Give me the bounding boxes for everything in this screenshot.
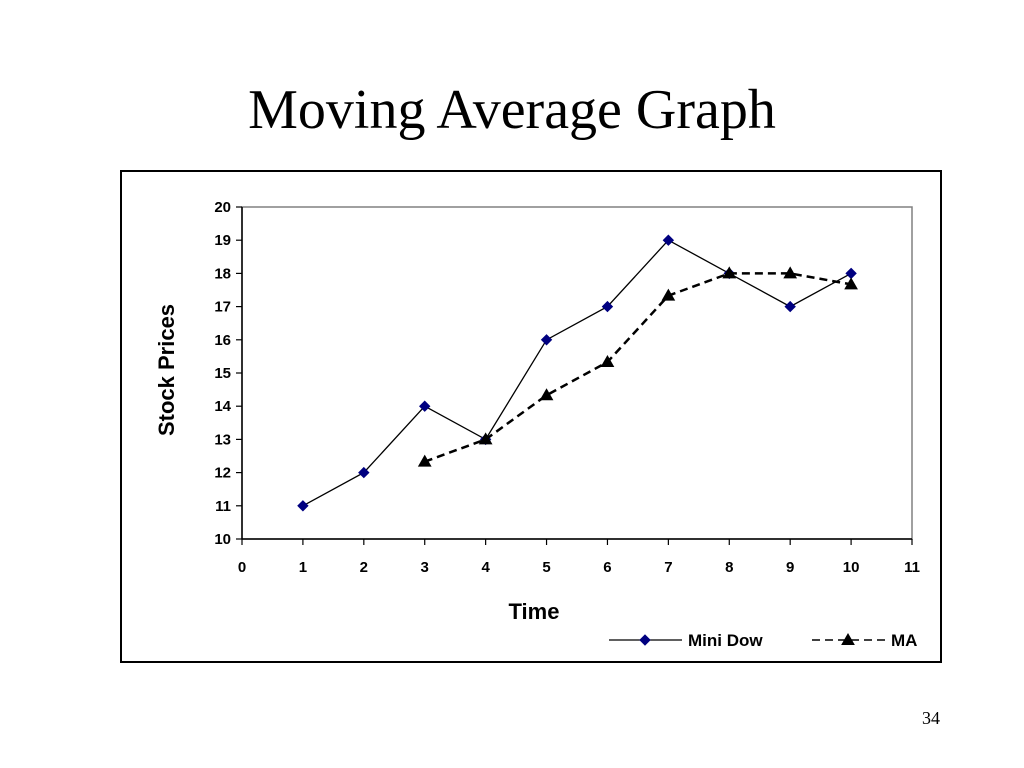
x-tick-label: 6 [603, 559, 611, 576]
data-point-mini-dow [540, 334, 553, 346]
x-tick-label: 2 [360, 559, 368, 576]
chart-frame: 10 11 12 13 14 15 16 17 18 19 20 0 1 2 3 4 5 6 7 8 9 10 11 Sto… [120, 170, 942, 663]
data-point-ma [539, 388, 554, 401]
data-point-mini-dow [784, 300, 796, 313]
data-point-mini-dow [662, 234, 675, 246]
data-point-mini-dow [419, 400, 431, 412]
data-point-ma [661, 288, 676, 301]
slide-title: Moving Average Graph [248, 79, 776, 141]
y-tick-label: 14 [214, 398, 231, 415]
y-tick-label: 13 [214, 431, 231, 448]
data-point-ma [844, 277, 858, 290]
data-point-ma [722, 266, 737, 279]
page-number: 34 [922, 708, 940, 728]
data-point-mini-dow [297, 500, 309, 512]
data-point-mini-dow [358, 466, 370, 479]
y-tick-label: 18 [214, 265, 231, 282]
legend: Mini Dow MA [609, 631, 917, 650]
data-point-ma [600, 355, 615, 368]
x-tick-label: 4 [481, 559, 490, 576]
x-tick-label: 5 [542, 559, 550, 576]
y-tick-label: 11 [215, 498, 231, 515]
legend-label-mini-dow: Mini Dow [688, 631, 763, 650]
series-line-ma [424, 272, 852, 463]
y-tick-label: 16 [214, 332, 231, 349]
series-line-mini-dow [302, 239, 852, 507]
x-tick-label: 7 [664, 559, 672, 576]
legend-marker-mini-dow [639, 634, 651, 646]
y-axis-title: Stock Prices [154, 304, 179, 436]
plot-area [241, 206, 913, 540]
y-tick-label: 10 [214, 531, 231, 548]
x-tick-label: 1 [299, 559, 307, 576]
legend-marker-ma [841, 632, 855, 645]
data-point-ma [478, 432, 493, 445]
y-tick-label: 12 [214, 465, 231, 482]
x-tick-label: 8 [725, 559, 733, 576]
data-point-mini-dow [601, 300, 614, 313]
x-tick-label: 0 [238, 559, 246, 576]
y-tick-label: 17 [214, 299, 231, 316]
y-tick-label: 19 [214, 232, 231, 249]
y-tick-label: 15 [214, 365, 231, 382]
data-point-ma [417, 454, 432, 467]
x-tick-label: 11 [904, 559, 920, 576]
x-tick-label: 3 [421, 559, 429, 576]
x-tick-label: 9 [786, 559, 794, 576]
y-tick-label: 20 [214, 199, 231, 216]
legend-label-ma: MA [891, 631, 917, 650]
x-axis-title: Time [509, 599, 560, 624]
x-tick-label: 10 [843, 559, 860, 576]
data-point-ma [783, 266, 798, 279]
